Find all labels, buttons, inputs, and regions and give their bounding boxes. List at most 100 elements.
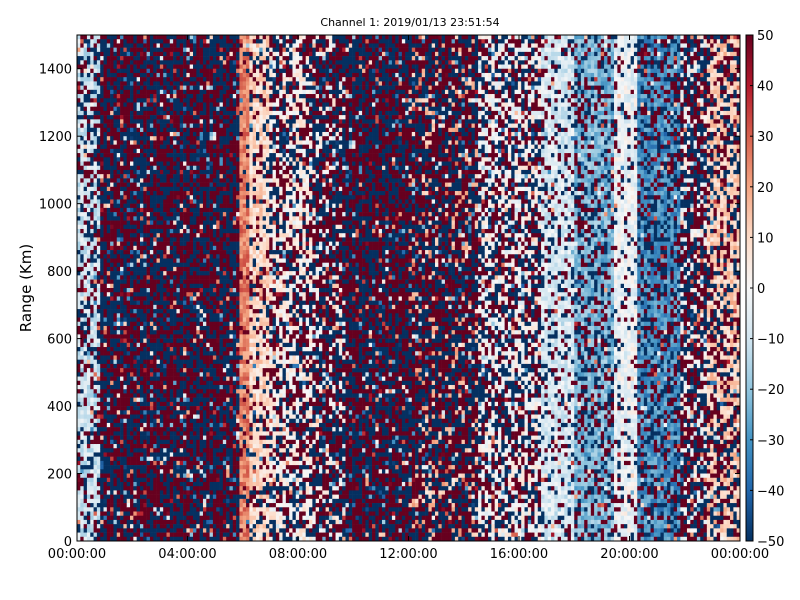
heatmap-cell bbox=[203, 199, 207, 204]
heatmap-cell bbox=[94, 60, 98, 65]
heatmap-cell bbox=[150, 65, 154, 70]
heatmap-cell bbox=[97, 35, 101, 40]
heatmap-cell bbox=[210, 419, 214, 424]
heatmap-cell bbox=[157, 440, 161, 445]
heatmap-cell bbox=[183, 419, 187, 424]
heatmap-cell bbox=[180, 145, 184, 150]
heatmap-cell bbox=[153, 520, 157, 525]
heatmap-cell bbox=[157, 360, 161, 365]
heatmap-cell bbox=[147, 495, 151, 500]
heatmap-cell bbox=[150, 35, 154, 40]
heatmap-cell bbox=[213, 43, 217, 48]
heatmap-cell bbox=[183, 368, 187, 373]
heatmap-cell bbox=[107, 482, 111, 487]
heatmap-cell bbox=[180, 284, 184, 289]
heatmap-cell bbox=[97, 368, 101, 373]
heatmap-cell bbox=[127, 423, 131, 428]
heatmap-cell bbox=[200, 107, 204, 112]
heatmap-cell bbox=[140, 98, 144, 103]
heatmap-cell bbox=[140, 533, 144, 538]
heatmap-cell bbox=[80, 136, 84, 141]
heatmap-cell bbox=[160, 183, 164, 188]
heatmap-cell bbox=[123, 490, 127, 495]
heatmap-cell bbox=[94, 313, 98, 318]
heatmap-cell bbox=[117, 474, 121, 479]
heatmap-cell bbox=[130, 275, 134, 280]
heatmap-cell bbox=[196, 77, 200, 82]
heatmap-cell bbox=[200, 347, 204, 352]
heatmap-cell bbox=[170, 444, 174, 449]
heatmap-cell bbox=[100, 402, 104, 407]
heatmap-cell bbox=[190, 296, 194, 301]
heatmap-cell bbox=[183, 398, 187, 403]
heatmap-cell bbox=[84, 39, 88, 44]
heatmap-cell bbox=[133, 368, 137, 373]
heatmap-cell bbox=[94, 191, 98, 196]
heatmap-cell bbox=[196, 444, 200, 449]
heatmap-cell bbox=[200, 157, 204, 162]
heatmap-cell bbox=[110, 364, 114, 369]
heatmap-cell bbox=[180, 313, 184, 318]
heatmap-cell bbox=[167, 372, 171, 377]
heatmap-cell bbox=[143, 174, 147, 179]
heatmap-cell bbox=[153, 322, 157, 327]
heatmap-cell bbox=[113, 86, 117, 91]
heatmap-cell bbox=[90, 436, 94, 441]
heatmap-cell bbox=[160, 195, 164, 200]
heatmap-cell bbox=[193, 444, 197, 449]
heatmap-cell bbox=[190, 178, 194, 183]
heatmap-cell bbox=[90, 419, 94, 424]
heatmap-cell bbox=[123, 258, 127, 263]
heatmap-cell bbox=[77, 229, 81, 234]
heatmap-cell bbox=[130, 149, 134, 154]
heatmap-cell bbox=[180, 35, 184, 40]
heatmap-cell bbox=[84, 183, 88, 188]
heatmap-cell bbox=[97, 275, 101, 280]
heatmap-cell bbox=[137, 221, 141, 226]
heatmap-cell bbox=[147, 157, 151, 162]
heatmap-cell bbox=[160, 178, 164, 183]
heatmap-cell bbox=[186, 469, 190, 474]
heatmap-cell bbox=[157, 381, 161, 386]
heatmap-cell bbox=[210, 486, 214, 491]
heatmap-cell bbox=[163, 334, 167, 339]
heatmap-cell bbox=[117, 326, 121, 331]
heatmap-cell bbox=[90, 145, 94, 150]
heatmap-cell bbox=[190, 448, 194, 453]
heatmap-cell bbox=[143, 258, 147, 263]
heatmap-cell bbox=[127, 254, 131, 259]
heatmap-cell bbox=[157, 229, 161, 234]
heatmap-cell bbox=[113, 94, 117, 99]
heatmap-cell bbox=[173, 292, 177, 297]
heatmap-cell bbox=[210, 402, 214, 407]
heatmap-cell bbox=[107, 119, 111, 124]
heatmap-cell bbox=[127, 482, 131, 487]
heatmap-cell bbox=[190, 124, 194, 129]
heatmap-cell bbox=[193, 368, 197, 373]
heatmap-cell bbox=[186, 436, 190, 441]
heatmap-cell bbox=[170, 326, 174, 331]
heatmap-cell bbox=[133, 343, 137, 348]
heatmap-cell bbox=[183, 347, 187, 352]
heatmap-cell bbox=[120, 427, 124, 432]
heatmap-cell bbox=[110, 511, 114, 516]
heatmap-cell bbox=[167, 81, 171, 86]
heatmap-cell bbox=[120, 516, 124, 521]
heatmap-cell bbox=[123, 499, 127, 504]
heatmap-cell bbox=[193, 330, 197, 335]
heatmap-cell bbox=[117, 204, 121, 209]
heatmap-cell bbox=[196, 495, 200, 500]
heatmap-cell bbox=[100, 516, 104, 521]
heatmap-cell bbox=[213, 267, 217, 272]
heatmap-cell bbox=[173, 465, 177, 470]
heatmap-cell bbox=[130, 267, 134, 272]
heatmap-cell bbox=[87, 436, 91, 441]
heatmap-cell bbox=[80, 208, 84, 213]
heatmap-cell bbox=[107, 385, 111, 390]
heatmap-cell bbox=[123, 520, 127, 525]
heatmap-cell bbox=[80, 94, 84, 99]
heatmap-cell bbox=[176, 170, 180, 175]
heatmap-cell bbox=[196, 187, 200, 192]
heatmap-cell bbox=[160, 440, 164, 445]
heatmap-cell bbox=[123, 263, 127, 268]
